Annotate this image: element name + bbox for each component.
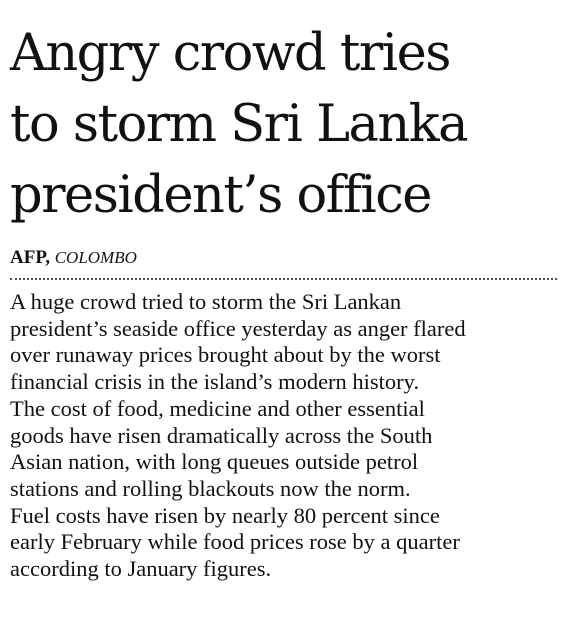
headline-line: president’s office (10, 166, 432, 225)
body-line: according to January figures. (10, 556, 272, 582)
headline-line: Angry crowd tries (10, 24, 451, 83)
byline-agency: AFP, (10, 247, 50, 268)
dotted-divider (10, 278, 557, 280)
body-line: goods have risen dramatically across the… (10, 422, 433, 448)
body-line: stations and rolling blackouts now the n… (10, 475, 411, 501)
body-line: Asian nation, with long queues outside p… (10, 449, 419, 475)
article-body: A huge crowd tried to storm the Sri Lank… (10, 289, 560, 583)
body-line: financial crisis in the island’s modern … (10, 369, 420, 395)
body-line: Fuel costs have risen by nearly 80 perce… (10, 502, 440, 528)
headline: Angry crowd tries to storm Sri Lanka pre… (10, 18, 560, 231)
body-line: The cost of food, medicine and other ess… (10, 395, 425, 421)
byline: AFP, COLOMBO (10, 247, 560, 269)
body-line: president’s seaside office yesterday as … (10, 315, 466, 341)
byline-location: COLOMBO (54, 248, 137, 267)
headline-line: to storm Sri Lanka (10, 95, 469, 154)
body-line: early February while food prices rose by… (10, 529, 460, 555)
body-line: over runaway prices brought about by the… (10, 342, 441, 368)
body-line: A huge crowd tried to storm the Sri Lank… (10, 289, 402, 314)
news-article: Angry crowd tries to storm Sri Lanka pre… (10, 18, 560, 583)
